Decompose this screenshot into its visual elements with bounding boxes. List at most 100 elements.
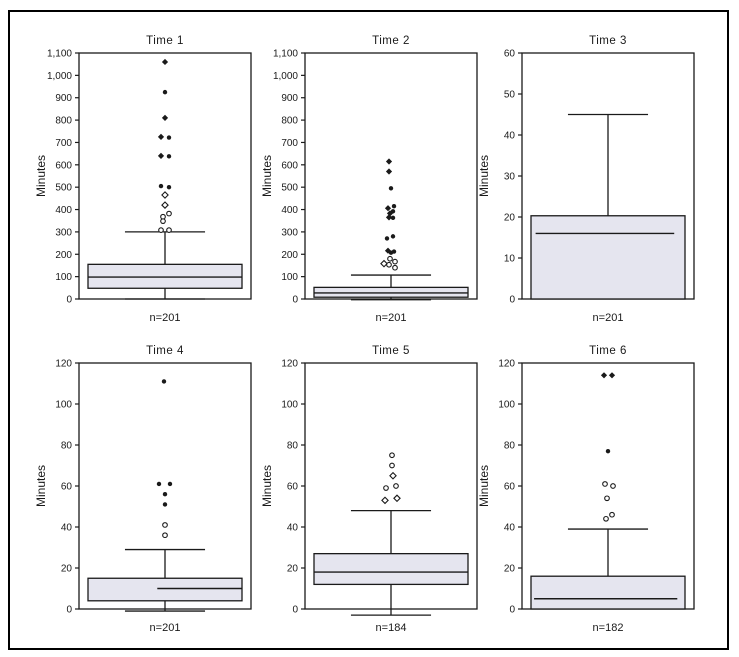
outlier-marker <box>160 218 166 225</box>
plot-title: Time 5 <box>372 345 410 357</box>
y-tick-label: 80 <box>504 441 516 452</box>
outlier-marker <box>392 264 398 271</box>
y-tick-label: 60 <box>287 482 299 493</box>
sample-size-label: n=201 <box>150 622 181 634</box>
y-axis-label: Minutes <box>477 465 491 507</box>
outlier-marker <box>166 210 172 217</box>
y-tick-label: 900 <box>55 93 72 104</box>
outlier-marker <box>383 485 389 491</box>
y-axis-label: Minutes <box>260 465 274 507</box>
y-tick-label: 100 <box>281 272 298 283</box>
outlier-marker <box>162 492 168 497</box>
y-tick-label: 200 <box>281 250 298 261</box>
iqr-box <box>313 552 469 586</box>
y-tick-label: 40 <box>61 523 73 534</box>
outlier-marker <box>602 481 608 487</box>
outlier-marker <box>605 448 611 454</box>
y-tick-label: 0 <box>66 295 72 306</box>
outlier-marker <box>389 462 395 469</box>
y-tick-label: 400 <box>55 205 72 216</box>
plot-title: Time 3 <box>589 35 627 47</box>
outlier-marker <box>162 522 168 528</box>
outlier-marker <box>603 515 609 522</box>
y-tick-label: 60 <box>504 482 516 493</box>
outlier-marker <box>388 186 394 191</box>
y-tick-label: 100 <box>55 272 72 283</box>
boxplot-time-2: Time 2 Minutes n=201 0 100 200 300 400 500 600… <box>260 35 478 324</box>
outlier-marker <box>162 532 168 539</box>
y-tick-label: 40 <box>287 523 299 534</box>
plot-area: 0 100 200 300 400 500 600 700 800 900 1,000 1,100 <box>273 49 478 306</box>
iqr-box <box>530 575 686 610</box>
outlier-marker <box>609 511 615 518</box>
outlier-marker <box>387 255 393 262</box>
y-tick-label: 120 <box>55 359 72 370</box>
y-tick-label: 30 <box>504 172 516 183</box>
y-tick-label: 500 <box>281 183 298 194</box>
y-tick-label: 700 <box>281 138 298 149</box>
outlier-marker <box>390 215 396 221</box>
figure-frame <box>8 10 729 650</box>
outlier-marker <box>166 227 172 233</box>
iqr-box <box>87 577 243 602</box>
boxplot-time-1: Time 1 Minutes n=201 0 100 200 300 400 500 600… <box>34 35 252 324</box>
plot-area: 0 100 200 300 400 500 600 700 800 900 1,000 1,100 <box>47 49 252 306</box>
boxplot-time-5: Time 5 Minutes n=184 0 20 40 60 80 100 120 <box>260 345 478 634</box>
plot-area: 0 20 40 60 80 100 120 <box>281 359 478 616</box>
outlier-marker <box>384 205 392 212</box>
y-tick-label: 100 <box>498 400 515 411</box>
outlier-marker <box>166 154 172 159</box>
plot-area: 0 20 40 60 80 100 120 <box>498 359 695 616</box>
outlier-marker <box>390 234 396 239</box>
outlier-marker <box>161 379 167 384</box>
y-tick-label: 120 <box>498 359 515 370</box>
outlier-marker <box>393 494 401 503</box>
outlier-marker <box>162 89 168 95</box>
y-tick-label: 40 <box>504 131 516 142</box>
outlier-marker <box>604 495 610 502</box>
outlier-marker <box>392 258 398 265</box>
y-tick-label: 1,000 <box>47 71 72 82</box>
plot-area: 0 10 20 30 40 50 60 <box>504 49 695 306</box>
outlier-marker <box>610 483 616 489</box>
y-tick-label: 600 <box>55 160 72 171</box>
y-tick-label: 20 <box>61 564 73 575</box>
outlier-marker <box>384 236 390 241</box>
outlier-marker <box>161 114 169 121</box>
y-tick-label: 500 <box>55 183 72 194</box>
outlier-marker <box>160 213 166 220</box>
y-tick-label: 60 <box>504 49 516 60</box>
outlier-marker <box>167 481 173 487</box>
outlier-marker <box>157 152 165 159</box>
y-tick-label: 1,000 <box>273 71 298 82</box>
y-tick-label: 0 <box>509 605 515 616</box>
y-axis-label: Minutes <box>34 465 48 507</box>
outlier-marker <box>393 483 399 489</box>
outlier-marker <box>380 259 388 268</box>
y-tick-label: 100 <box>55 400 72 411</box>
sample-size-label: n=201 <box>593 312 624 324</box>
y-tick-label: 700 <box>55 138 72 149</box>
y-tick-label: 0 <box>292 605 298 616</box>
outlier-marker <box>391 203 397 209</box>
y-tick-label: 0 <box>509 295 515 306</box>
sample-size-label: n=201 <box>376 312 407 324</box>
iqr-box <box>87 263 243 289</box>
outlier-marker <box>158 227 164 233</box>
outlier-marker <box>385 168 393 175</box>
y-tick-label: 900 <box>281 93 298 104</box>
y-tick-label: 1,100 <box>273 49 298 60</box>
sample-size-label: n=184 <box>376 622 407 634</box>
y-tick-label: 800 <box>55 116 72 127</box>
outlier-marker <box>600 372 608 379</box>
y-tick-label: 300 <box>55 227 72 238</box>
plot-title: Time 1 <box>146 35 184 47</box>
y-axis-label: Minutes <box>34 155 48 197</box>
plot-area: 0 20 40 60 80 100 120 <box>55 359 252 616</box>
y-tick-label: 300 <box>281 227 298 238</box>
y-tick-label: 50 <box>504 90 516 101</box>
y-tick-label: 20 <box>504 213 516 224</box>
y-tick-label: 100 <box>281 400 298 411</box>
outlier-marker <box>608 372 616 379</box>
sample-size-label: n=201 <box>150 312 181 324</box>
